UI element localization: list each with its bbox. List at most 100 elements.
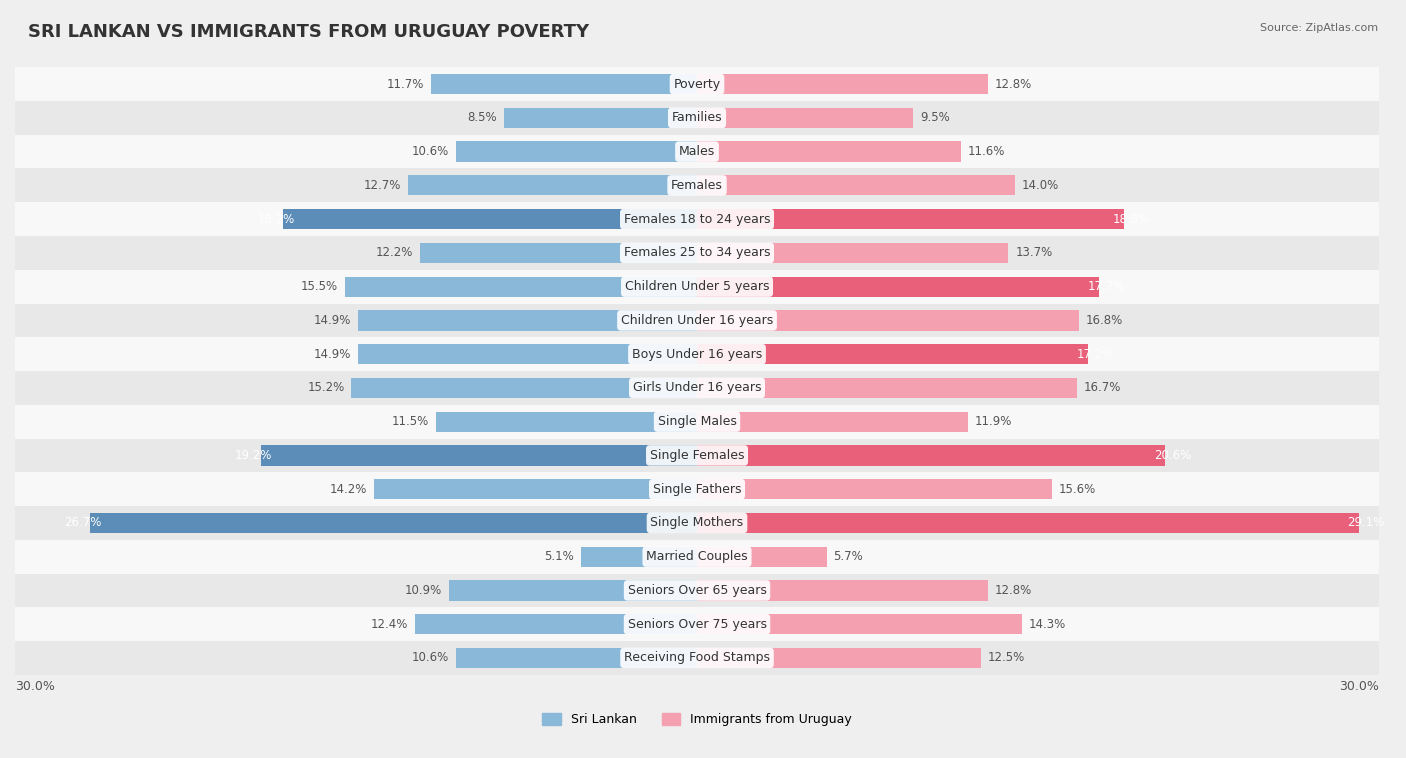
Text: 15.2%: 15.2% [308,381,344,394]
Text: Seniors Over 65 years: Seniors Over 65 years [627,584,766,597]
Text: 5.1%: 5.1% [544,550,574,563]
Bar [697,209,1125,229]
Bar [15,270,1379,303]
Bar [15,540,1379,574]
Text: Families: Families [672,111,723,124]
Text: 30.0%: 30.0% [15,680,55,693]
Bar [581,547,697,567]
Text: Single Females: Single Females [650,449,744,462]
Text: 5.7%: 5.7% [834,550,863,563]
Text: Seniors Over 75 years: Seniors Over 75 years [627,618,766,631]
Bar [415,614,697,634]
Text: 11.6%: 11.6% [967,145,1005,158]
Text: 16.7%: 16.7% [1084,381,1121,394]
Bar [697,108,912,128]
Bar [697,479,1052,500]
Text: 30.0%: 30.0% [1339,680,1379,693]
Bar [15,506,1379,540]
Bar [697,412,967,432]
Text: Married Couples: Married Couples [647,550,748,563]
Bar [15,101,1379,135]
Bar [352,377,697,398]
Text: Single Males: Single Males [658,415,737,428]
Bar [15,439,1379,472]
Bar [697,344,1088,365]
Text: Males: Males [679,145,716,158]
Bar [15,202,1379,236]
Text: 8.5%: 8.5% [467,111,496,124]
Text: Single Fathers: Single Fathers [652,483,741,496]
Text: Females 25 to 34 years: Females 25 to 34 years [624,246,770,259]
Text: 10.6%: 10.6% [412,651,450,665]
Bar [15,135,1379,168]
Bar [15,337,1379,371]
Text: 12.2%: 12.2% [375,246,413,259]
Text: Receiving Food Stamps: Receiving Food Stamps [624,651,770,665]
Bar [697,648,981,668]
Bar [697,142,960,161]
Bar [697,74,988,94]
Bar [697,513,1358,533]
Text: 29.1%: 29.1% [1347,516,1385,529]
Bar [697,614,1022,634]
Text: 17.2%: 17.2% [1077,348,1114,361]
Text: 14.9%: 14.9% [314,314,352,327]
Bar [419,243,697,263]
Bar [697,581,988,600]
Bar [408,175,697,196]
Bar [432,74,697,94]
Text: 26.7%: 26.7% [65,516,101,529]
Bar [697,377,1077,398]
Bar [456,142,697,161]
Bar [260,445,697,465]
Text: 20.6%: 20.6% [1154,449,1191,462]
Text: 14.0%: 14.0% [1022,179,1059,192]
Text: 16.8%: 16.8% [1085,314,1123,327]
Bar [450,581,697,600]
Bar [697,547,827,567]
Bar [15,168,1379,202]
Bar [359,344,697,365]
Text: 15.6%: 15.6% [1059,483,1095,496]
Bar [15,67,1379,101]
Bar [697,445,1166,465]
Bar [503,108,697,128]
Bar [15,607,1379,641]
Text: Poverty: Poverty [673,77,721,91]
Text: Females 18 to 24 years: Females 18 to 24 years [624,213,770,226]
Text: 12.8%: 12.8% [995,77,1032,91]
Text: 14.2%: 14.2% [330,483,367,496]
Text: 12.8%: 12.8% [995,584,1032,597]
Bar [344,277,697,297]
Text: 12.5%: 12.5% [988,651,1025,665]
Bar [90,513,697,533]
Bar [15,371,1379,405]
Legend: Sri Lankan, Immigrants from Uruguay: Sri Lankan, Immigrants from Uruguay [537,707,858,731]
Bar [15,236,1379,270]
Text: 14.3%: 14.3% [1029,618,1066,631]
Text: SRI LANKAN VS IMMIGRANTS FROM URUGUAY POVERTY: SRI LANKAN VS IMMIGRANTS FROM URUGUAY PO… [28,23,589,41]
Text: 9.5%: 9.5% [920,111,949,124]
Text: 12.4%: 12.4% [371,618,408,631]
Bar [697,310,1078,330]
Bar [15,405,1379,439]
Bar [15,303,1379,337]
Bar [359,310,697,330]
Bar [697,175,1015,196]
Text: 10.6%: 10.6% [412,145,450,158]
Text: 11.7%: 11.7% [387,77,425,91]
Text: 10.9%: 10.9% [405,584,443,597]
Text: 17.7%: 17.7% [1088,280,1125,293]
Text: 18.2%: 18.2% [257,213,295,226]
Text: 14.9%: 14.9% [314,348,352,361]
Text: 12.7%: 12.7% [364,179,402,192]
Text: 19.2%: 19.2% [235,449,271,462]
Text: 11.5%: 11.5% [391,415,429,428]
Text: 15.5%: 15.5% [301,280,337,293]
Text: Children Under 5 years: Children Under 5 years [624,280,769,293]
Text: 11.9%: 11.9% [974,415,1012,428]
Bar [697,243,1008,263]
Text: 13.7%: 13.7% [1015,246,1053,259]
Bar [15,574,1379,607]
Bar [15,641,1379,675]
